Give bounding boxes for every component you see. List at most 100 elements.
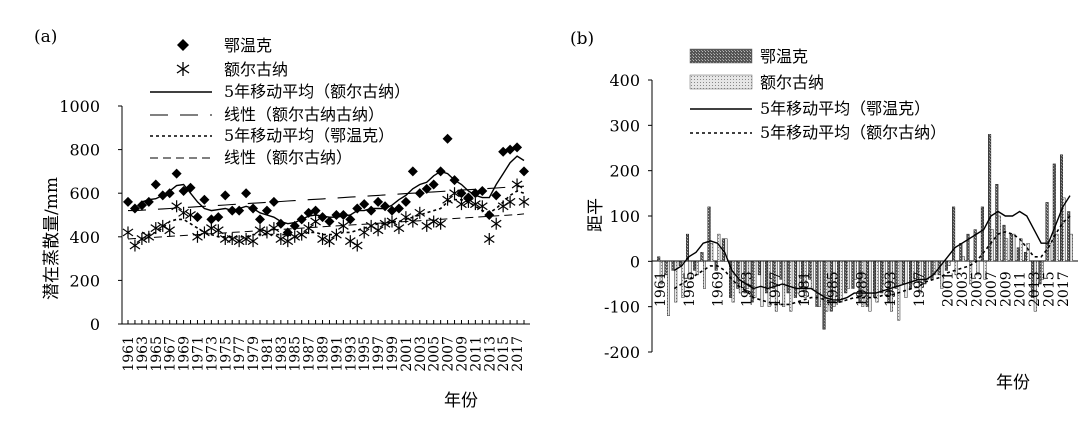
bar — [1062, 197, 1066, 262]
asterisk-point — [240, 232, 252, 245]
asterisk-point — [226, 232, 238, 245]
bar — [897, 261, 901, 321]
bar — [969, 261, 973, 285]
diamond-point — [449, 175, 460, 186]
diamond-point — [428, 179, 439, 190]
diamond-point — [505, 144, 516, 155]
bar — [710, 242, 714, 262]
x-tick-label: 1989 — [316, 336, 332, 372]
series-line — [141, 155, 525, 225]
diamond-point — [435, 166, 446, 177]
x-tick-label: 1977 — [232, 336, 248, 372]
legend-label: 5年移动平均（鄂温克） — [224, 126, 394, 145]
y-tick-label: -100 — [604, 298, 640, 317]
bar — [1023, 252, 1027, 262]
dark-stipple-swatch-icon — [689, 48, 753, 64]
diamond-point — [136, 200, 147, 211]
diamond-point — [261, 205, 272, 216]
bar — [1048, 242, 1052, 262]
diamond-point — [150, 179, 161, 190]
x-tick-label: 2007 — [984, 271, 1000, 307]
panel-b-xlabel: 年份 — [996, 373, 1030, 393]
asterisk-point — [344, 235, 356, 248]
panel-a-x-ticks: 1961196319651967196919711973197519771979… — [121, 320, 526, 372]
panel-a-legend: 鄂温克 额尔古纳 5年移动平均（额尔古纳） 线性（额尔古纳古纳） — [150, 36, 410, 167]
diamond-point — [199, 194, 210, 205]
x-tick-label: 2009 — [454, 336, 470, 372]
asterisk-point — [206, 222, 217, 235]
asterisk-point — [317, 232, 328, 245]
legend-label: 鄂温克 — [224, 36, 272, 55]
bar — [674, 261, 678, 303]
bar — [693, 261, 697, 271]
y-tick-label: 0 — [90, 315, 100, 334]
panel-b-legend: 鄂温克 额尔古纳 5年移动平均（鄂温克） 5年移动平均（额尔古纳） — [689, 47, 946, 142]
bar — [854, 261, 858, 280]
diamond-point — [359, 199, 370, 210]
asterisk-point — [212, 224, 224, 237]
diamond-point — [380, 201, 391, 212]
panel-b-x-ticks: 1961 1965 1969 1973 1977 1981 1985 1989 1993 1997… — [653, 271, 1072, 307]
bar — [976, 261, 980, 276]
x-tick-label: 1967 — [163, 336, 179, 372]
bar — [918, 261, 922, 294]
x-tick-label: 1993 — [883, 271, 899, 307]
diamond-marker-icon — [177, 39, 189, 51]
asterisk-point — [407, 215, 419, 228]
bar — [1067, 211, 1071, 262]
x-tick-label: 1971 — [190, 336, 206, 372]
bar — [818, 261, 822, 307]
bar — [1055, 233, 1059, 262]
asterisk-point — [442, 193, 453, 206]
bar — [846, 261, 850, 289]
legend-item: 5年移动平均（额尔古纳） — [150, 82, 410, 101]
diamond-point — [414, 188, 425, 199]
asterisk-point — [414, 206, 426, 219]
asterisk-point — [310, 215, 321, 228]
bar — [904, 261, 908, 298]
asterisk-point — [490, 217, 502, 230]
panel-b-y-ticks: -200 -100 0 100 200 300 400 — [604, 71, 652, 362]
diamond-point — [484, 210, 495, 220]
x-tick-label: 1975 — [218, 336, 234, 372]
bar — [815, 261, 819, 307]
diamond-point — [512, 142, 523, 153]
diamond-point — [296, 214, 307, 225]
bar — [933, 261, 937, 276]
bar — [803, 261, 807, 298]
legend-item: 线性（额尔古纳古纳） — [150, 105, 384, 124]
x-tick-label: 2009 — [998, 271, 1014, 307]
bar — [659, 261, 663, 285]
asterisk-point — [504, 195, 516, 208]
bar — [952, 206, 956, 262]
diamond-point — [255, 214, 265, 225]
x-tick-label: 1999 — [385, 336, 401, 372]
y-tick-label: 200 — [69, 271, 100, 290]
legend-label: 5年移动平均（额尔古纳） — [224, 82, 410, 101]
asterisk-point — [386, 215, 398, 228]
bar — [746, 261, 750, 289]
bar — [753, 261, 757, 298]
bar — [671, 261, 675, 271]
bar — [1026, 242, 1030, 262]
x-tick-label: 1987 — [302, 336, 318, 372]
bar — [882, 261, 886, 285]
diamond-point — [234, 205, 245, 216]
bar — [988, 134, 992, 262]
bar — [832, 261, 836, 307]
diamond-point — [268, 196, 279, 207]
diamond-point — [143, 196, 154, 207]
bar — [901, 261, 905, 285]
panel-a-points — [122, 133, 530, 252]
diamond-point — [129, 203, 140, 214]
y-tick-label: -200 — [604, 343, 640, 362]
legend-item: 鄂温克 — [689, 47, 808, 66]
legend-item: 5年移动平均（额尔古纳） — [690, 123, 946, 142]
light-stipple-swatch-icon — [689, 74, 753, 90]
asterisk-point — [303, 222, 314, 235]
asterisk-point — [150, 222, 162, 235]
diamond-point — [491, 190, 502, 201]
y-tick-label: 300 — [609, 116, 640, 135]
asterisk-point — [233, 235, 245, 248]
diamond-point — [171, 168, 182, 179]
